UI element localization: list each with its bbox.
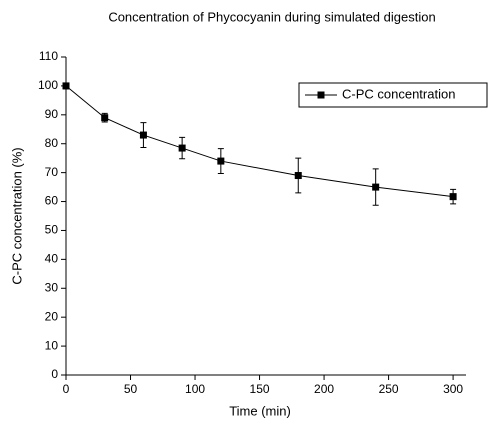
y-axis-label: C-PC concentration (%) — [9, 147, 24, 284]
y-tick-label: 100 — [38, 78, 58, 92]
x-tick-label: 100 — [185, 382, 205, 396]
marker — [294, 172, 302, 180]
y-tick-label: 50 — [45, 223, 59, 237]
y-tick-label: 110 — [39, 49, 58, 63]
marker — [217, 157, 225, 165]
x-axis-label: Time (min) — [229, 403, 291, 418]
y-tick-label: 70 — [45, 165, 59, 179]
y-tick-label: 20 — [45, 309, 59, 323]
x-tick-label: 150 — [250, 382, 270, 396]
marker — [139, 131, 147, 139]
marker — [372, 183, 380, 191]
marker — [449, 193, 457, 201]
y-tick-label: 30 — [45, 280, 59, 294]
x-tick-label: 200 — [314, 382, 334, 396]
legend-label: C-PC concentration — [342, 86, 455, 101]
y-tick-label: 80 — [45, 136, 59, 150]
x-tick-label: 300 — [443, 382, 463, 396]
y-tick-label: 40 — [45, 252, 59, 266]
y-tick-label: 90 — [45, 107, 59, 121]
marker — [101, 114, 109, 122]
x-tick-label: 50 — [124, 382, 138, 396]
y-tick-label: 60 — [45, 194, 59, 208]
y-tick-label: 10 — [45, 338, 59, 352]
x-tick-label: 250 — [379, 382, 399, 396]
y-tick-label: 0 — [51, 367, 58, 381]
legend-marker — [317, 91, 325, 99]
marker — [178, 144, 186, 152]
chart-title: Concentration of Phycocyanin during simu… — [108, 9, 435, 24]
series-line — [65, 85, 454, 198]
x-tick-label: 0 — [63, 382, 70, 396]
marker — [62, 82, 70, 90]
